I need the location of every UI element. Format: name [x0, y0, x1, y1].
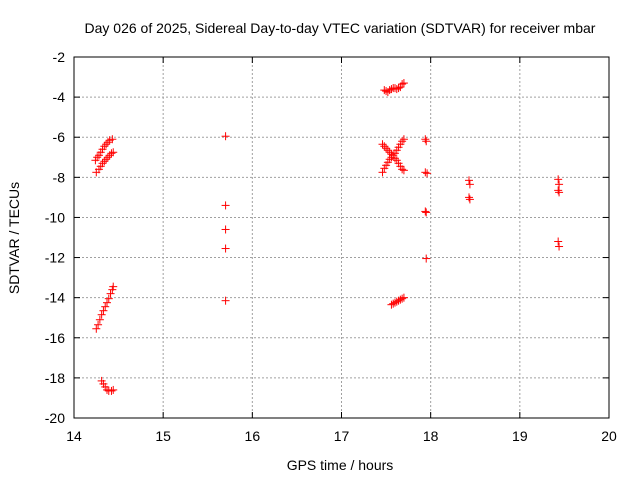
- chart-title: Day 026 of 2025, Sidereal Day-to-day VTE…: [85, 20, 596, 36]
- data-point: [98, 159, 107, 168]
- data-point: [422, 254, 431, 263]
- data-point: [396, 295, 405, 304]
- data-point: [92, 324, 101, 333]
- data-point: [385, 155, 394, 164]
- x-tick-label: 16: [245, 428, 261, 444]
- data-point: [465, 176, 474, 185]
- data-point: [421, 207, 430, 216]
- data-point: [385, 86, 394, 95]
- data-point: [100, 142, 109, 151]
- data-point: [394, 84, 403, 93]
- data-point: [94, 320, 103, 329]
- data-point: [421, 135, 430, 144]
- data-point: [97, 310, 106, 319]
- data-point: [103, 138, 112, 147]
- data-point: [465, 195, 474, 204]
- data-point: [398, 165, 407, 174]
- data-point: [109, 385, 118, 394]
- grid: [74, 57, 609, 418]
- data-point: [423, 169, 432, 178]
- data-point: [422, 137, 431, 146]
- data-point: [391, 298, 399, 307]
- data-point: [221, 201, 230, 210]
- data-point: [399, 293, 408, 302]
- data-point: [399, 166, 408, 175]
- x-axis-label: GPS time / hours: [287, 457, 394, 473]
- data-point: [465, 180, 474, 189]
- data-point: [387, 300, 396, 309]
- data-point: [399, 135, 408, 144]
- data-point: [465, 193, 474, 202]
- data-point: [391, 154, 399, 163]
- data-point: [103, 153, 112, 162]
- data-point: [555, 242, 564, 251]
- data-point: [392, 297, 401, 306]
- data-point: [100, 157, 109, 166]
- data-point: [108, 135, 117, 144]
- axis-ticks: 14 15 16 17 18 19 20 -20 -18 -16 -14 -12 -10 -8 -6 -4 -2: [45, 49, 617, 444]
- data-point: [109, 148, 118, 157]
- data-point: [104, 294, 113, 303]
- data-point: [398, 137, 407, 146]
- data-point: [95, 315, 104, 324]
- data-point: [554, 237, 563, 246]
- y-axis-label: SDTVAR / TECUs: [6, 182, 22, 294]
- data-point: [107, 149, 116, 158]
- data-point: [555, 180, 564, 189]
- data-point: [93, 153, 102, 162]
- data-point: [109, 282, 118, 291]
- x-tick-label: 19: [512, 428, 528, 444]
- x-tick-label: 14: [66, 428, 82, 444]
- data-point: [554, 186, 563, 195]
- data-point: [392, 85, 401, 94]
- data-point: [385, 148, 394, 157]
- x-tick-label: 20: [601, 428, 617, 444]
- data-point: [389, 299, 398, 308]
- y-tick-label: -16: [45, 330, 65, 346]
- data-point: [102, 140, 111, 149]
- data-point: [221, 244, 230, 253]
- data-point: [554, 175, 563, 184]
- data-point: [106, 289, 115, 298]
- data-point: [387, 150, 396, 159]
- data-point: [394, 296, 403, 305]
- data-point: [399, 79, 408, 88]
- data-point: [99, 306, 108, 315]
- data-point: [378, 168, 387, 177]
- data-point: [398, 80, 407, 89]
- data-point: [221, 296, 230, 305]
- y-tick-label: -4: [53, 89, 66, 105]
- data-point: [422, 208, 431, 217]
- data-point: [221, 132, 230, 141]
- data-point: [421, 168, 430, 177]
- data-point: [383, 146, 392, 155]
- y-tick-label: -20: [45, 410, 65, 426]
- y-tick-label: -10: [45, 209, 65, 225]
- data-points: [91, 79, 564, 395]
- data-point: [102, 298, 111, 307]
- y-tick-label: -2: [53, 49, 66, 65]
- x-tick-label: 15: [155, 428, 171, 444]
- data-point: [102, 155, 111, 164]
- data-point: [221, 225, 230, 234]
- data-point: [382, 144, 391, 153]
- data-point: [107, 386, 116, 395]
- data-point: [378, 140, 387, 149]
- y-tick-label: -18: [45, 370, 65, 386]
- y-tick-label: -14: [45, 290, 65, 306]
- data-point: [380, 142, 389, 151]
- data-point: [382, 87, 391, 96]
- x-tick-label: 17: [334, 428, 350, 444]
- y-tick-label: -12: [45, 250, 65, 266]
- x-tick-label: 18: [423, 428, 439, 444]
- data-point: [555, 188, 564, 197]
- data-point: [101, 302, 110, 311]
- y-tick-label: -6: [53, 129, 66, 145]
- data-point: [398, 294, 407, 303]
- y-tick-label: -8: [53, 169, 66, 185]
